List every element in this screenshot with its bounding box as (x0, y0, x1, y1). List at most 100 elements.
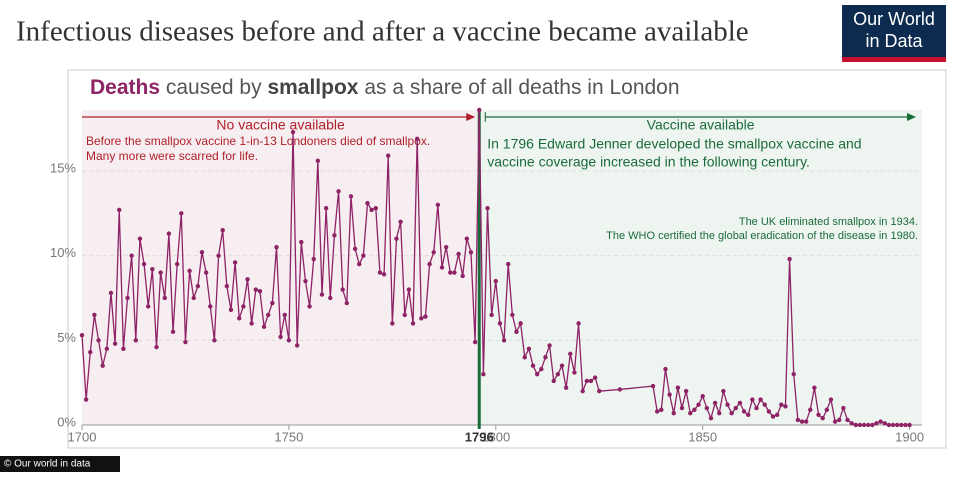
point (721, 388, 726, 394)
y-tick-label: 0% (57, 414, 76, 429)
point (357, 261, 362, 267)
point (307, 304, 312, 309)
point (228, 307, 234, 313)
point (352, 246, 358, 252)
point (394, 236, 399, 241)
point (551, 378, 556, 384)
point (191, 295, 196, 301)
point (203, 270, 209, 275)
point (824, 407, 830, 412)
point (803, 419, 809, 424)
point (133, 338, 138, 343)
point (348, 194, 354, 199)
point (841, 405, 846, 411)
point (208, 304, 213, 309)
point (717, 410, 722, 416)
point (460, 273, 465, 279)
point (555, 371, 561, 377)
point (328, 295, 333, 301)
point (79, 333, 85, 338)
footer-bar (0, 456, 120, 472)
point (323, 206, 329, 211)
point (522, 355, 527, 360)
annotation: Before the smallpox vaccine 1-in-13 Lond… (86, 134, 430, 148)
point (241, 304, 246, 309)
point (501, 338, 507, 343)
point (369, 207, 374, 213)
point (766, 409, 772, 414)
point (146, 304, 151, 309)
point (290, 129, 296, 135)
point (799, 419, 805, 424)
point (249, 321, 254, 326)
point (96, 338, 101, 343)
point (398, 219, 403, 224)
no-vaccine-region (82, 110, 480, 425)
point (547, 343, 552, 348)
point (692, 407, 697, 412)
point (518, 321, 523, 326)
point (286, 338, 292, 343)
point (903, 422, 908, 428)
point (361, 253, 366, 258)
point (303, 278, 308, 284)
point (92, 312, 97, 318)
point (506, 261, 511, 267)
line (81, 109, 910, 426)
point (828, 397, 834, 402)
point (750, 397, 755, 402)
point (650, 383, 656, 389)
point (597, 388, 602, 394)
point (253, 287, 258, 292)
x-tick-label: 1800 (481, 429, 510, 444)
x-tick-label: 1850 (688, 429, 717, 444)
logo-bar (842, 57, 946, 62)
point (700, 394, 705, 399)
point (580, 388, 585, 394)
point (377, 270, 383, 275)
point (315, 158, 321, 164)
point (617, 387, 623, 392)
y-tick-label: 5% (57, 330, 76, 345)
point (270, 300, 275, 306)
point (592, 375, 598, 380)
logo-text: in Data (865, 31, 923, 51)
point (762, 402, 767, 407)
point (812, 385, 817, 390)
point (866, 422, 871, 428)
point (485, 206, 490, 211)
point (365, 200, 370, 206)
point (576, 321, 581, 326)
point (837, 417, 842, 423)
point (88, 349, 93, 355)
point (464, 236, 470, 241)
annotation: Vaccine available (647, 117, 755, 133)
point (758, 397, 763, 402)
point (497, 321, 503, 326)
annotation: Many more were scarred for life. (86, 149, 258, 163)
point (874, 421, 879, 426)
point (667, 392, 672, 397)
point (332, 233, 337, 238)
point (688, 410, 693, 416)
point (83, 397, 89, 402)
logo-text: Our World (853, 9, 935, 29)
point (712, 400, 718, 406)
point (849, 421, 854, 426)
point (468, 250, 474, 255)
point (100, 363, 105, 368)
point (489, 312, 494, 318)
point (216, 253, 221, 258)
point (559, 363, 565, 368)
point (266, 312, 271, 318)
point (336, 189, 341, 194)
vaccine-year-label: 1796 (465, 429, 494, 444)
point (381, 272, 387, 277)
point (431, 250, 436, 255)
point (572, 370, 577, 375)
point (882, 421, 887, 426)
point (696, 402, 701, 407)
point (282, 312, 287, 318)
point (729, 410, 734, 416)
